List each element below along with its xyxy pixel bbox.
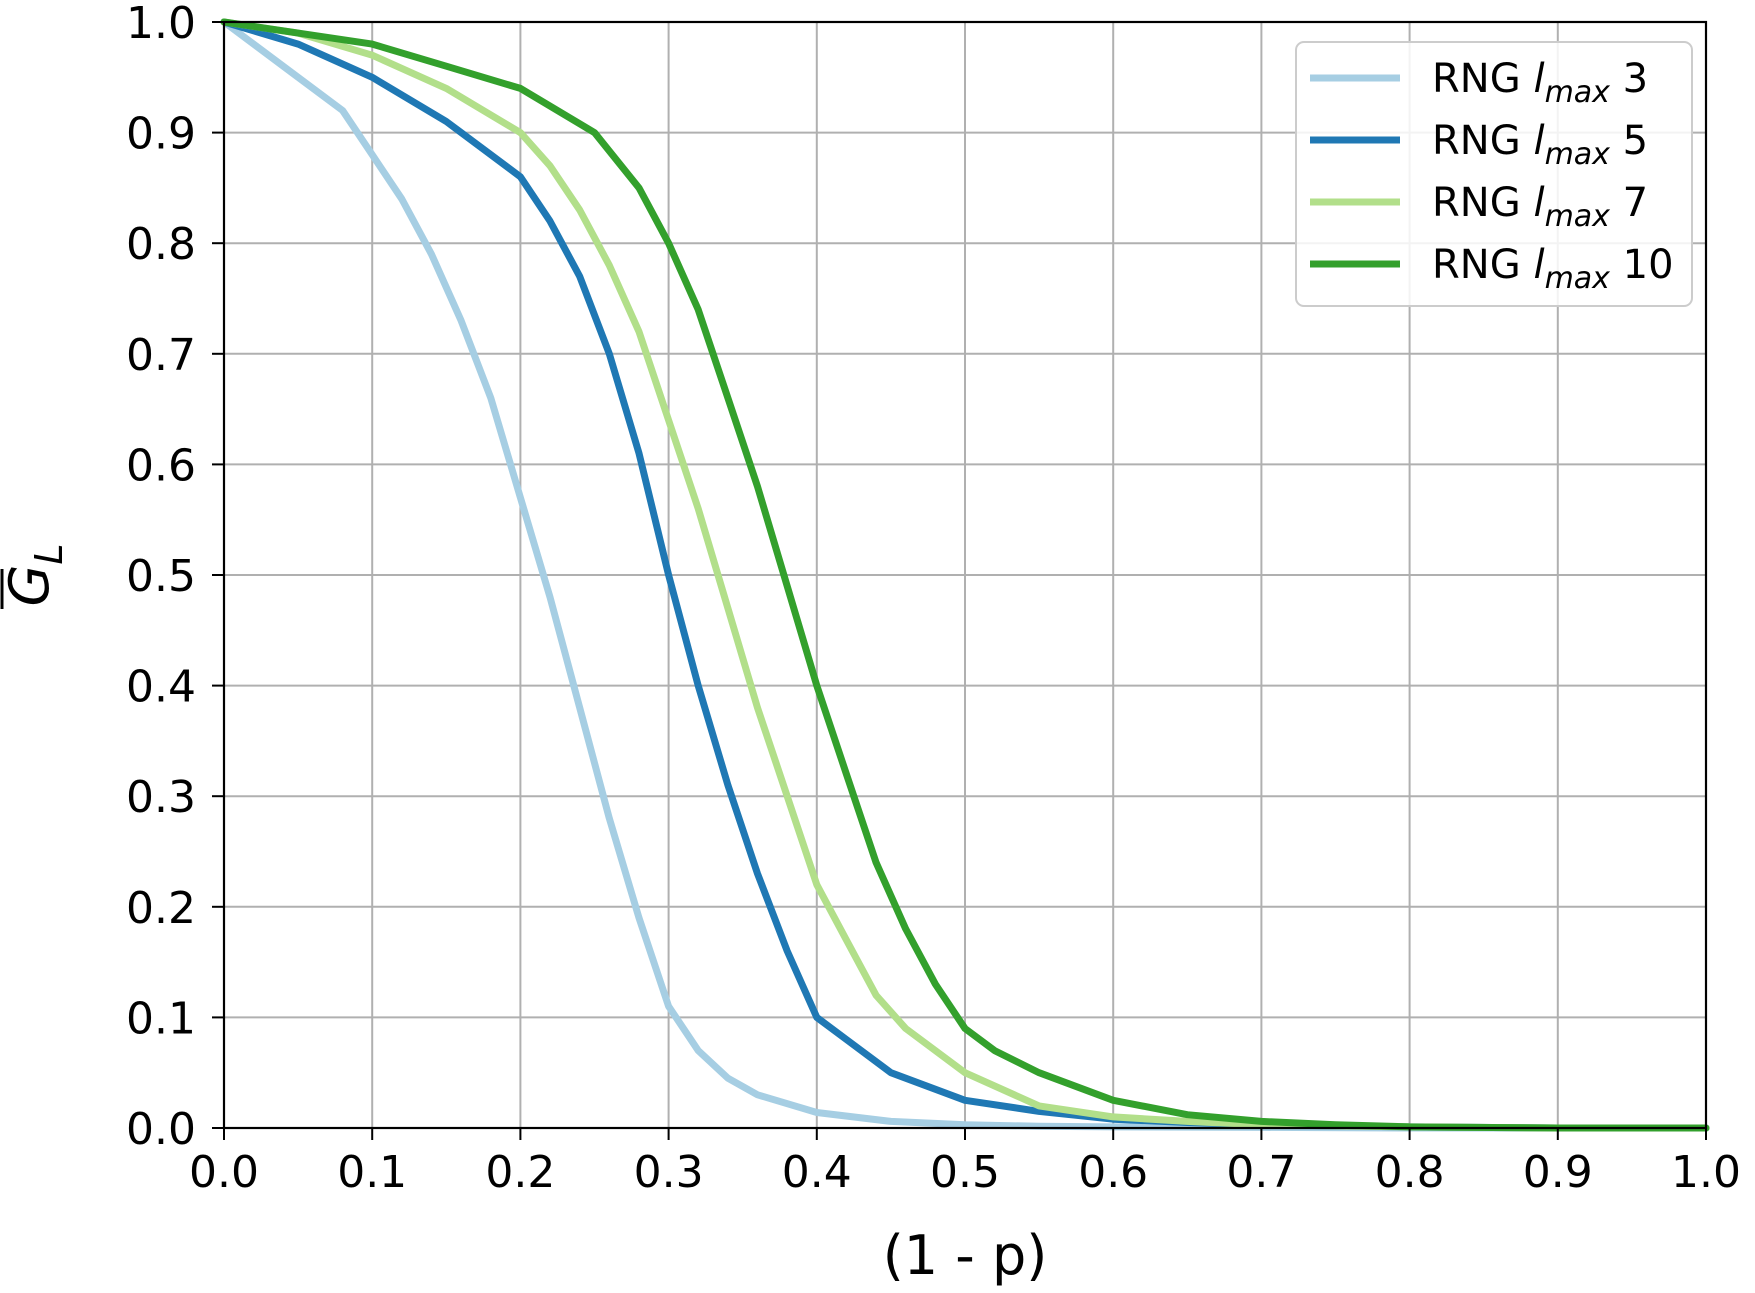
x-tick-label: 0.1 <box>337 1147 407 1198</box>
legend-var: l <box>1533 242 1544 288</box>
legend-var: l <box>1533 56 1544 102</box>
legend-suffix: 7 <box>1610 180 1648 226</box>
x-tick-label: 0.7 <box>1226 1147 1296 1198</box>
legend-prefix: RNG <box>1432 118 1533 164</box>
legend-var: l <box>1533 180 1544 226</box>
x-tick-label: 0.8 <box>1375 1147 1445 1198</box>
y-axis-title: GL <box>0 543 71 609</box>
x-tick-label: 0.3 <box>634 1147 704 1198</box>
y-tick-label: 0.7 <box>126 330 196 381</box>
y-tick-label: 0.6 <box>126 440 196 491</box>
x-tick-label: 0.0 <box>189 1147 259 1198</box>
legend-prefix: RNG <box>1432 180 1533 226</box>
legend-suffix: 3 <box>1610 56 1648 102</box>
legend-sub: max <box>1545 75 1611 110</box>
legend-prefix: RNG <box>1432 242 1533 288</box>
legend-label-1: RNG lmax 5 <box>1432 118 1648 172</box>
legend-suffix: 5 <box>1610 118 1648 164</box>
y-tick-label: 0.8 <box>126 219 196 270</box>
y-tick-label: 0.1 <box>126 993 196 1044</box>
legend-sub: max <box>1545 261 1611 296</box>
y-axis-title-main: G <box>0 565 61 607</box>
x-tick-label: 1.0 <box>1671 1147 1741 1198</box>
series-line-3 <box>220 18 1710 1132</box>
tick-layer: 0.0 0.1 0.2 0.3 0.4 0.5 0.6 0.7 0.8 0.9 1.0 0.0 0.1 0… <box>126 0 1741 1198</box>
legend-var: l <box>1533 118 1544 164</box>
y-tick-label: 1.0 <box>126 0 196 49</box>
y-axis-title-text: GL <box>0 543 71 606</box>
series-layer <box>220 18 1710 1132</box>
y-tick-label: 0.9 <box>126 109 196 160</box>
x-tick-label: 0.4 <box>782 1147 852 1198</box>
legend-prefix: RNG <box>1432 56 1533 102</box>
legend-sub: max <box>1545 199 1611 234</box>
series-line-2 <box>220 18 1710 1132</box>
legend-label-0: RNG lmax 3 <box>1432 56 1648 110</box>
y-axis-title-sub: L <box>27 543 71 564</box>
series-line-0 <box>220 18 1710 1132</box>
legend-label-3: RNG lmax 10 <box>1432 242 1674 296</box>
y-tick-label: 0.2 <box>126 883 196 934</box>
y-tick-label: 0.4 <box>126 662 196 713</box>
legend-label-2: RNG lmax 7 <box>1432 180 1648 234</box>
x-tick-label: 0.6 <box>1078 1147 1148 1198</box>
y-tick-label: 0.0 <box>126 1104 196 1155</box>
legend-sub: max <box>1545 137 1611 172</box>
x-tick-label: 0.9 <box>1523 1147 1593 1198</box>
legend-box <box>1295 41 1693 307</box>
legend-suffix: 10 <box>1610 242 1674 288</box>
x-axis-title: (1 - p) <box>883 1224 1048 1287</box>
y-tick-label: 0.3 <box>126 772 196 823</box>
y-tick-label: 0.5 <box>126 551 196 602</box>
x-tick-label: 0.2 <box>485 1147 555 1198</box>
x-tick-label: 0.5 <box>930 1147 1000 1198</box>
